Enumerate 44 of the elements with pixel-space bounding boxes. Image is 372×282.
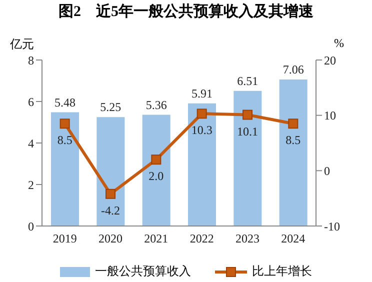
data-label: 7.06 [282,62,304,77]
y2-axis-title: % [334,36,344,51]
x-tick-label: 2019 [52,232,77,246]
x-tick-label: 2020 [98,232,122,246]
data-label: 5.36 [146,98,167,112]
x-tick-label: 2023 [236,232,260,246]
point [151,154,162,165]
bar [234,90,262,226]
point [106,188,116,199]
point [288,118,298,129]
bar [142,114,170,226]
data-label: -4.2 [101,203,120,218]
y-tick-label: 0 [28,219,34,234]
x-tick-label: 2021 [144,232,168,246]
y2-tick-label: 0 [324,164,330,178]
bar [96,117,125,226]
data-label: 5.25 [100,100,122,114]
legend-label: 一般公共预算收入 [95,263,191,280]
data-label: 10.3 [191,123,212,138]
bar [51,112,79,226]
data-label: 2.0 [148,169,164,184]
point [242,110,252,120]
data-label: 6.51 [237,74,258,88]
chart-title: 图2 近5年一般公共预算收入及其增速 [58,2,314,21]
y-tick-label: 2 [28,178,34,192]
data-label: 10.1 [237,124,258,138]
y-tick-label: 6 [28,94,34,109]
y2-tick-label: 10 [324,108,336,123]
data-label: 8.5 [286,133,301,148]
data-label: 5.48 [54,95,76,110]
point [60,118,70,129]
y2-tick-label: -10 [324,219,340,234]
y2-tick-label: 20 [324,53,336,68]
legend-label: 比上年增长 [252,263,312,280]
x-tick-label: 2022 [190,232,214,246]
point [196,108,207,119]
data-label: 8.5 [57,133,72,148]
bar [279,80,308,226]
y-tick-label: 4 [28,136,34,150]
data-label: 5.91 [192,86,212,100]
x-tick-label: 2024 [281,232,306,246]
y-axis-title: 亿元 [10,36,34,53]
bar [188,103,216,226]
y-tick-label: 8 [28,53,34,68]
